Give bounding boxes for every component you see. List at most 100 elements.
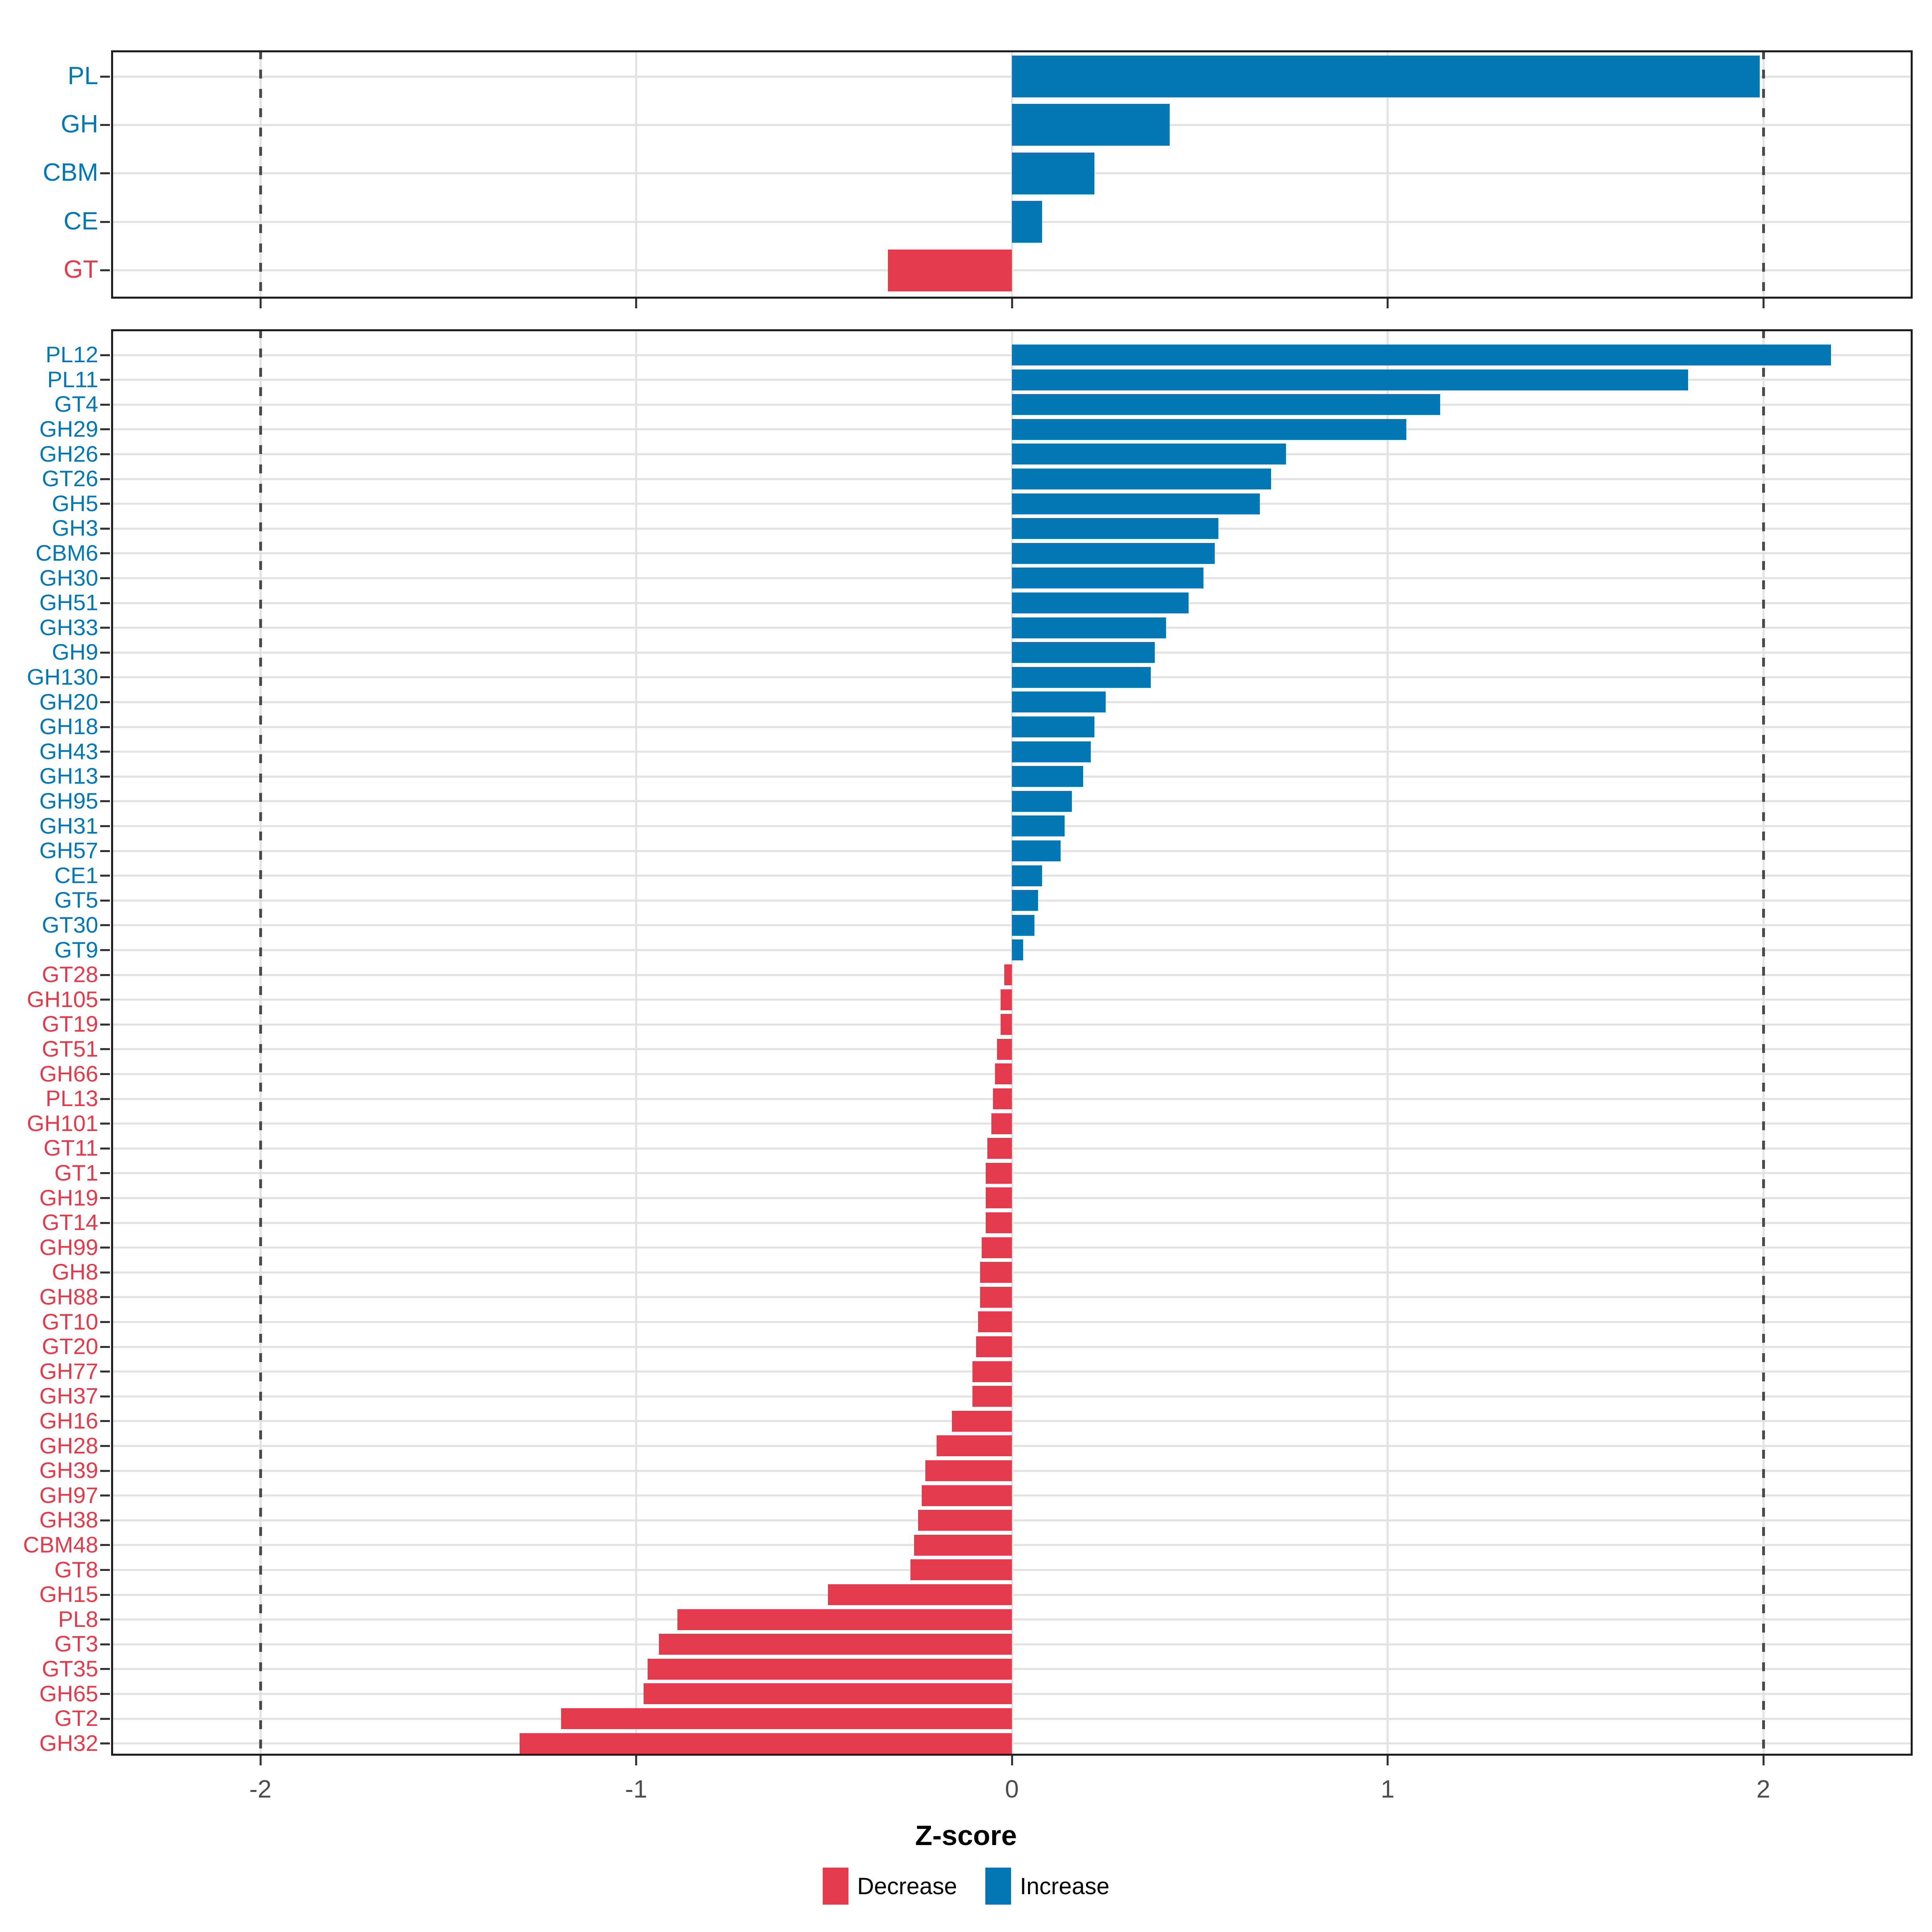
- y-axis-label-GH51: GH51: [39, 590, 98, 615]
- x-tick: [1387, 1756, 1389, 1765]
- y-axis-label-GH15: GH15: [39, 1581, 98, 1607]
- bar-GH16: [952, 1410, 1012, 1432]
- bar-GH105: [1000, 989, 1012, 1010]
- increase-swatch: [985, 1868, 1011, 1905]
- y-tick: [100, 428, 110, 431]
- bar-GH8: [980, 1262, 1012, 1283]
- y-tick: [100, 1569, 110, 1571]
- y-axis-label-GH3: GH3: [52, 515, 98, 541]
- y-axis-label-GH13: GH13: [39, 763, 98, 789]
- y-tick: [100, 172, 110, 175]
- bar-GT10: [978, 1311, 1012, 1333]
- y-tick: [100, 1668, 110, 1670]
- bar-GT9: [1012, 939, 1023, 961]
- bar-GH9: [1012, 642, 1155, 663]
- y-tick: [100, 651, 110, 654]
- y-axis-label-GH30: GH30: [39, 565, 98, 590]
- bar-GH30: [1012, 568, 1204, 589]
- y-tick: [100, 1544, 110, 1546]
- y-tick: [100, 825, 110, 827]
- y-axis-label-PL8: PL8: [58, 1606, 98, 1632]
- y-tick: [100, 1123, 110, 1125]
- y-axis-label-GH99: GH99: [39, 1234, 98, 1260]
- decrease-swatch: [822, 1868, 848, 1905]
- bar-GT51: [997, 1038, 1012, 1060]
- y-axis-label-GT2: GT2: [54, 1705, 98, 1731]
- y-axis-label-GH88: GH88: [39, 1284, 98, 1310]
- gridline-v: [1011, 329, 1013, 1756]
- bar-GH37: [972, 1386, 1012, 1407]
- y-axis-label-PL: PL: [68, 62, 98, 90]
- y-tick: [100, 899, 110, 902]
- y-tick: [100, 1395, 110, 1397]
- y-tick: [100, 577, 110, 579]
- bar-GH77: [972, 1361, 1012, 1382]
- legend-label-increase: Increase: [1020, 1873, 1110, 1899]
- y-axis-label-GT20: GT20: [41, 1333, 98, 1359]
- bar-GT3: [658, 1634, 1012, 1655]
- x-tick-label: 2: [1756, 1775, 1771, 1803]
- bar-GT11: [987, 1138, 1012, 1159]
- y-axis-label-GT51: GT51: [41, 1036, 98, 1062]
- dashed-reference-line: [259, 329, 262, 1756]
- bar-GT20: [976, 1336, 1012, 1357]
- bar-PL12: [1012, 345, 1831, 365]
- y-tick: [100, 1098, 110, 1100]
- bar-GT2: [561, 1708, 1012, 1729]
- y-tick: [100, 924, 110, 927]
- bar-GH13: [1012, 766, 1084, 787]
- panel-bottom: [111, 329, 1913, 1756]
- legend-item-increase: Increase: [985, 1868, 1109, 1905]
- y-axis-label-GH29: GH29: [39, 416, 98, 442]
- bar-CE: [1012, 201, 1042, 243]
- y-axis-label-CBM6: CBM6: [35, 540, 98, 566]
- bar-GH38: [918, 1510, 1012, 1531]
- bar-PL11: [1012, 369, 1688, 390]
- bar-GH29: [1012, 419, 1407, 440]
- y-axis-label-CE: CE: [63, 207, 98, 235]
- x-tick: [635, 1756, 637, 1765]
- y-tick: [100, 354, 110, 356]
- bar-GH43: [1012, 741, 1091, 762]
- y-tick: [100, 1321, 110, 1323]
- y-axis-label-GT4: GT4: [54, 391, 98, 417]
- y-tick: [100, 1445, 110, 1447]
- x-tick-label: -1: [625, 1775, 648, 1803]
- bar-GT5: [1012, 890, 1038, 911]
- y-axis-label-GH39: GH39: [39, 1457, 98, 1483]
- y-tick: [100, 403, 110, 406]
- y-axis-label-GH95: GH95: [39, 788, 98, 814]
- y-tick: [100, 552, 110, 555]
- y-tick: [100, 1717, 110, 1720]
- y-axis-label-GT35: GT35: [41, 1656, 98, 1682]
- bar-GH18: [1012, 716, 1095, 737]
- y-axis-label-CBM: CBM: [43, 159, 98, 187]
- y-tick: [100, 775, 110, 778]
- y-axis-label-GH18: GH18: [39, 714, 98, 739]
- y-tick: [100, 1197, 110, 1199]
- y-axis-label-GH57: GH57: [39, 838, 98, 863]
- bar-CE1: [1012, 865, 1042, 886]
- y-axis-label-GH16: GH16: [39, 1408, 98, 1434]
- y-tick: [100, 1742, 110, 1745]
- y-tick: [100, 850, 110, 852]
- y-axis-label-GH38: GH38: [39, 1507, 98, 1533]
- y-tick: [100, 1643, 110, 1645]
- bar-GH15: [828, 1584, 1012, 1605]
- y-axis-label-GT3: GT3: [54, 1631, 98, 1657]
- y-axis-label-GT28: GT28: [41, 962, 98, 987]
- y-axis-label-PL11: PL11: [47, 366, 98, 392]
- y-axis-label-GT9: GT9: [54, 937, 98, 962]
- bar-GH57: [1012, 840, 1061, 861]
- bar-GH65: [644, 1683, 1012, 1705]
- y-tick: [100, 1296, 110, 1298]
- y-axis-label-GT1: GT1: [54, 1160, 98, 1186]
- y-tick: [100, 627, 110, 629]
- y-axis-label-GH5: GH5: [52, 490, 98, 516]
- y-axis-label-GH65: GH65: [39, 1680, 98, 1706]
- bar-CBM: [1012, 152, 1095, 194]
- bar-GT: [888, 249, 1012, 291]
- gridline-v: [1387, 329, 1389, 1756]
- bar-GH5: [1012, 493, 1260, 514]
